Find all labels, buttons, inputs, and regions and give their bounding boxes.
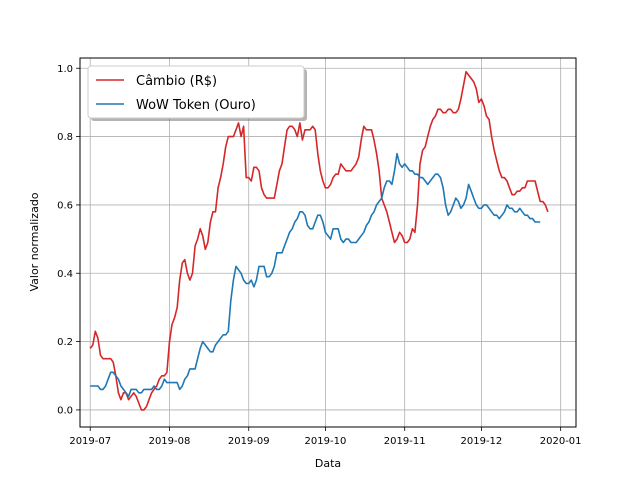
y-tick-label: 1.0 [57,64,73,75]
x-axis: 2019-07 2019-08 2019-09 2019-10 2019-11 2019-… [69,427,582,447]
x-tick-label: 2019-07 [69,436,111,447]
x-tick-label: 2019-12 [461,436,503,447]
x-tick-label: 2019-11 [384,436,426,447]
y-tick-label: 0.4 [57,269,73,280]
series-line-cambio [89,70,549,411]
y-tick-label: 0.8 [57,132,73,143]
y-tick-label: 0.6 [57,200,73,211]
plot-frame [79,57,577,428]
x-axis-label: Data [315,457,341,470]
y-tick-label: 0.0 [57,405,73,416]
legend-box [87,65,305,119]
y-axis: 0.0 0.2 0.4 0.6 0.8 1.0 [57,64,80,416]
series-layer [89,70,549,411]
legend-label-cambio: Câmbio (R$) [136,74,217,89]
legend-label-wow-token: WoW Token (Ouro) [136,98,256,113]
y-axis-label: Valor normalizado [28,192,41,291]
series-line-wow-token [90,152,541,398]
x-tick-label: 2019-09 [228,436,270,447]
y-tick-label: 0.2 [57,337,73,348]
x-tick-label: 2020-01 [540,436,582,447]
x-tick-label: 2019-10 [305,436,347,447]
x-tick-label: 2019-08 [149,436,191,447]
legend: Câmbio (R$) WoW Token (Ouro) [87,65,307,121]
